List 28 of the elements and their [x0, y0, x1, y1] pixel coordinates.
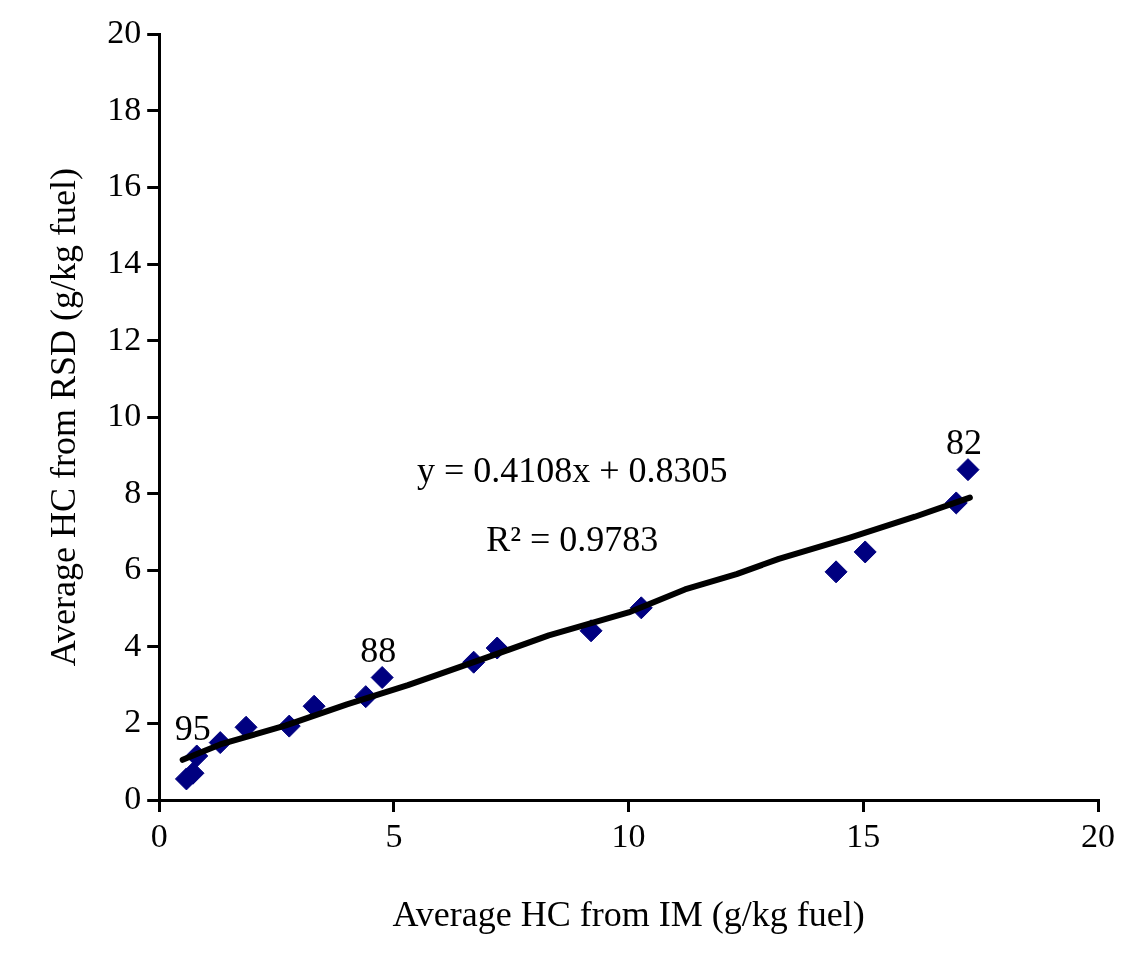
- point: [956, 458, 980, 482]
- y-tick-label: 18: [107, 89, 142, 127]
- y-tick-label: 0: [124, 778, 142, 816]
- y-tick-label: 6: [124, 549, 142, 587]
- x-tick-label: 0: [150, 817, 168, 855]
- y-tick-label: 2: [124, 702, 142, 740]
- point: [853, 540, 877, 564]
- y-axis-title: Average HC from RSD (g/kg fuel): [43, 168, 84, 667]
- point: [370, 666, 394, 689]
- annotation: 82: [945, 421, 982, 462]
- y-tick-label: 8: [124, 472, 142, 510]
- y-tick-label: 16: [107, 166, 142, 204]
- annotation: R² = 0.9783: [486, 519, 659, 560]
- point: [824, 560, 848, 584]
- x-tick-label: 15: [846, 817, 881, 855]
- y-tick-label: 14: [107, 243, 142, 280]
- x-tick-label: 20: [1081, 817, 1115, 855]
- x-tick-label: 5: [385, 817, 403, 855]
- y-tick-label: 10: [107, 396, 142, 434]
- annotation: 95: [174, 707, 211, 748]
- y-tick-label: 20: [107, 13, 142, 51]
- point: [181, 761, 205, 785]
- y-tick-label: 4: [124, 625, 142, 663]
- x-axis-title: Average HC from IM (g/kg fuel): [392, 893, 865, 934]
- x-tick-label: 10: [611, 817, 646, 855]
- annotation: 88: [360, 629, 397, 670]
- annotation: y = 0.4108x + 0.8305: [416, 450, 728, 491]
- y-tick-label: 12: [107, 319, 142, 357]
